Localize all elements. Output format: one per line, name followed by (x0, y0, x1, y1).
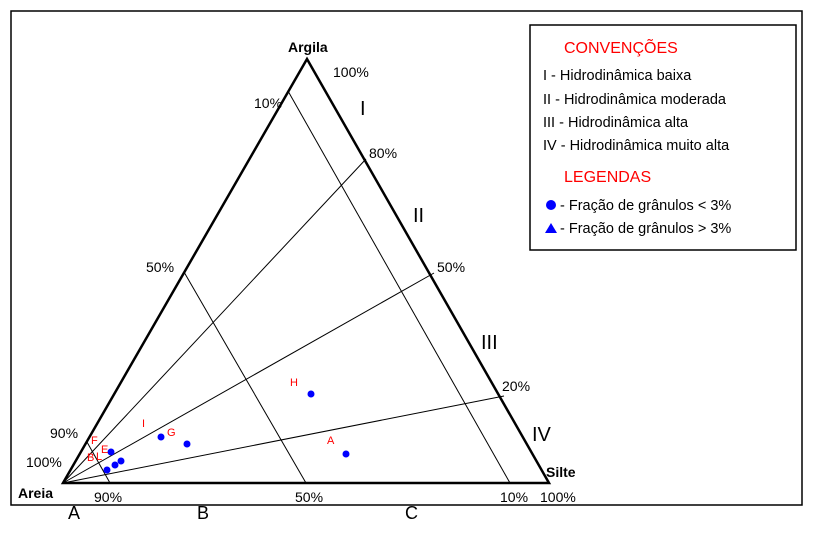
point-label-F: F (91, 435, 98, 447)
zone-III: III (481, 332, 498, 354)
zone-IV: IV (532, 424, 552, 446)
line-50 (183, 271, 307, 484)
legend-box: CONVENÇÕES I - Hidrodinâmica baixa II - … (529, 24, 797, 251)
vertex-silte: Silte (546, 464, 576, 480)
region-C: C (405, 503, 418, 523)
region-A: A (68, 503, 80, 523)
point-A (342, 450, 350, 458)
ray-80 (62, 158, 367, 484)
vertex-areia: Areia (18, 485, 53, 501)
point-label-B: B (87, 452, 94, 464)
tick-bottom-10: 10% (500, 489, 528, 505)
tick-bottom-90: 90% (94, 489, 122, 505)
point-I (157, 433, 165, 441)
legend-conventions-title: CONVENÇÕES (564, 37, 678, 57)
tick-bottom-100: 100% (540, 489, 576, 505)
ray-20 (62, 395, 505, 484)
tick-left-10: 10% (254, 95, 282, 111)
legend-triangle-icon (545, 223, 557, 233)
point-F (107, 448, 115, 456)
tick-right-80: 80% (369, 145, 397, 161)
tick-top-100: 100% (333, 64, 369, 80)
legend-triangle-text: - Fração de grânulos > 3% (560, 221, 731, 237)
legend-legendas-title: LEGENDAS (564, 169, 651, 186)
line-10 (287, 90, 511, 484)
legend-circle-icon (546, 200, 556, 210)
point-H (307, 390, 315, 398)
data-points (103, 390, 350, 474)
point-label-H: H (290, 377, 298, 389)
tick-left-90: 90% (50, 425, 78, 441)
tick-left-100: 100% (26, 454, 62, 470)
point-label-I: I (142, 418, 145, 430)
point-B (103, 466, 111, 474)
legend-circle-text: - Fração de grânulos < 3% (560, 198, 731, 214)
outer-border (10, 10, 803, 506)
legend-item-4: IV - Hidrodinâmica muito alta (543, 138, 730, 154)
point-L (117, 457, 125, 465)
legend-border (529, 24, 797, 251)
point-E (111, 461, 119, 469)
ray-50 (62, 272, 435, 484)
tick-left-50: 50% (146, 259, 174, 275)
tick-right-20: 20% (502, 378, 530, 394)
point-label-L: L (96, 451, 102, 463)
point-G (183, 440, 191, 448)
legend-item-1: I - Hidrodinâmica baixa (543, 68, 692, 84)
line-90 (86, 441, 111, 484)
legend-item-3: III - Hidrodinâmica alta (543, 115, 689, 131)
tick-right-50: 50% (437, 259, 465, 275)
vertex-argila: Argila (288, 39, 328, 55)
zone-II: II (413, 205, 424, 227)
zone-I: I (360, 98, 366, 120)
tick-bottom-50: 50% (295, 489, 323, 505)
point-label-A: A (327, 435, 335, 447)
legend-item-2: II - Hidrodinâmica moderada (543, 92, 727, 108)
point-label-G: G (167, 427, 176, 439)
region-B: B (197, 503, 209, 523)
point-label-E: E (101, 444, 108, 456)
